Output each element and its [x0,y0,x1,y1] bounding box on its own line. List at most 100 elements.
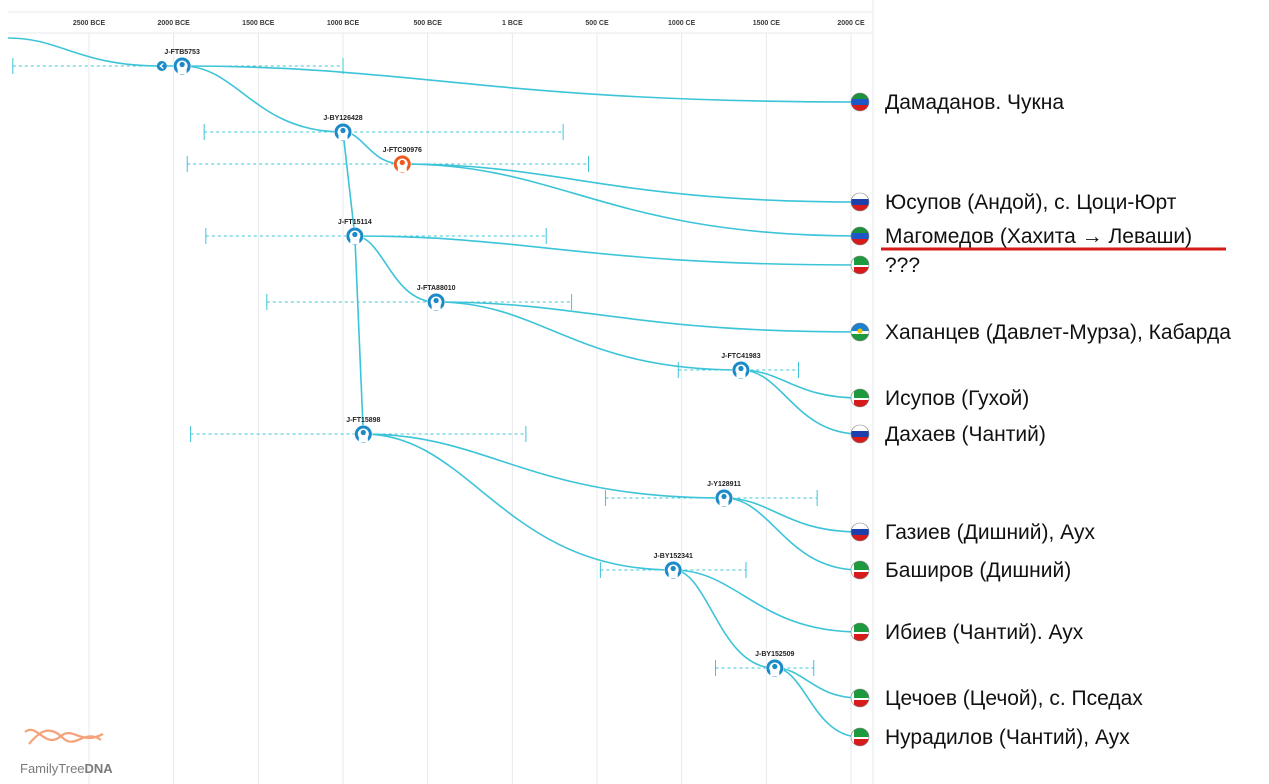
leaf-item[interactable]: Ибиев (Чантий). Аух [850,621,1084,644]
timeline-tick-label: 500 CE [585,20,609,27]
leaf-label: ??? [885,254,920,277]
leaf-label: Газиев (Дишний), Аух [885,521,1095,544]
person-head [340,127,346,134]
person-base [397,167,407,172]
leaf-branch-line [740,369,861,435]
leaf-item[interactable]: Дамаданов. Чукна [850,91,1064,114]
haplogroup-node[interactable]: J-FT15898 [346,417,381,443]
leaf-item[interactable]: Исупов (Гухой) [850,387,1029,410]
flag-icon [850,560,870,580]
leaf-branch-line [436,301,861,333]
nodes: J-FTB5753 J-BY126428 J-FTC90976 J-FT15114 J-… [156,49,795,677]
haplogroup-node[interactable] [156,61,167,71]
person-head [772,663,778,670]
flag-icon [850,192,870,212]
haplogroup-node[interactable]: J-FTB5753 [164,49,200,75]
flag-icon [850,688,870,708]
node-label: J-Y128911 [707,481,741,488]
person-head [738,365,744,372]
leaf-item[interactable]: Юсупов (Андой), с. Цоци-Юрт [850,191,1177,214]
familytreedna-logo: FamilyTreeDNA [20,728,113,776]
person-base [350,239,360,244]
node-label: J-FTC90976 [383,147,422,154]
flag-icon [850,727,870,747]
person-base [770,671,780,676]
leaf-branch-line [402,163,861,237]
flag-icon [850,424,870,444]
flag-icon [850,92,870,112]
leaf-branch-line [723,497,861,533]
leaf-label: Хапанцев (Давлет-Мурза), Кабарда [885,321,1231,344]
person-base [358,437,368,442]
node-label: J-BY126428 [323,115,362,122]
leaf-label: Исупов (Гухой) [885,387,1029,410]
node-label: J-FTB5753 [164,49,200,56]
node-label: J-BY152341 [654,553,693,560]
leaf-label: Баширов (Дишний) [885,559,1071,582]
flag-icon [850,226,870,246]
person-base [431,305,441,310]
leaf-list: Дамаданов. Чукна Юсупов (Андой), с. Цоци-… [850,91,1231,749]
person-head [399,159,405,166]
leaf-item[interactable]: Нурадилов (Чантий), Аух [850,726,1130,749]
timeline-tick-label: 2500 BCE [73,20,106,27]
flag-icon [850,322,870,342]
age-ranges [12,58,818,676]
person-base [668,573,678,578]
haplogroup-node[interactable]: J-BY126428 [323,115,363,141]
leaf-label: Ибиев (Чантий). Аух [885,621,1084,644]
person-base [177,69,187,74]
leaf-label: Магомедов (Хахита → Леваши) [885,225,1192,248]
person-base [736,373,746,378]
branch-line [7,37,162,67]
haplogroup-node[interactable]: J-FTC90976 [383,147,422,173]
person-base [719,501,729,506]
flag-icon [850,388,870,408]
timeline-tick-label: 1000 CE [668,20,696,27]
leaf-branch-line [673,569,861,633]
leaf-item[interactable]: Дахаев (Чантий) [850,423,1046,446]
haplogroup-node[interactable]: J-Y128911 [707,481,741,507]
timeline-tick-label: 1500 CE [753,20,781,27]
person-head [670,565,676,572]
timeline-tick-label: 2000 BCE [158,20,191,27]
timeline-tick-label: 1500 BCE [242,20,275,27]
leaf-label: Цечоев (Цечой), с. Пседах [885,687,1143,710]
branch-line [182,65,344,133]
timeline-tick-label: 2000 CE [837,20,865,27]
leaf-label: Дахаев (Чантий) [885,423,1046,446]
haplogroup-node[interactable]: J-BY152509 [755,651,795,677]
person-head [360,429,366,436]
dna-helix-icon [24,728,104,745]
flag-icon [850,522,870,542]
leaf-item[interactable]: Баширов (Дишний) [850,559,1071,582]
flag-icon [850,622,870,642]
leaf-item[interactable]: Хапанцев (Давлет-Мурза), Кабарда [850,321,1231,344]
haplogroup-node[interactable]: J-FTC41983 [721,353,761,379]
leaf-label: Нурадилов (Чантий), Аух [885,726,1130,749]
node-label: J-BY152509 [755,651,794,658]
person-head [721,493,727,500]
timeline-grid: 2500 BCE 2000 BCE 1500 BCE 1000 BCE 500 BCE 1… [8,0,874,784]
leaf-branch-line [182,65,861,103]
branch-line [354,235,365,435]
leaf-branch-line [354,235,861,266]
haplogroup-node[interactable]: J-FTA88010 [417,285,456,311]
branch-line [354,235,437,303]
leaf-item[interactable]: Цечоев (Цечой), с. Пседах [850,687,1143,710]
haplogroup-node[interactable]: J-BY152341 [654,553,693,579]
person-head [433,297,439,304]
node-label: J-FTC41983 [721,353,760,360]
haplogroup-node[interactable]: J-FT15114 [338,219,372,245]
branch-line [363,433,674,571]
leaf-item[interactable]: Газиев (Дишний), Аух [850,521,1095,544]
node-label: J-FTA88010 [417,285,456,292]
branch-line [342,131,356,237]
timeline-tick-label: 500 BCE [413,20,442,27]
chevron-left-icon [159,62,164,70]
leaf-item[interactable]: Магомедов (Хахита → Леваши) [850,225,1226,251]
leaf-item[interactable]: ??? [850,254,920,277]
logo-text: FamilyTreeDNA [20,761,113,776]
